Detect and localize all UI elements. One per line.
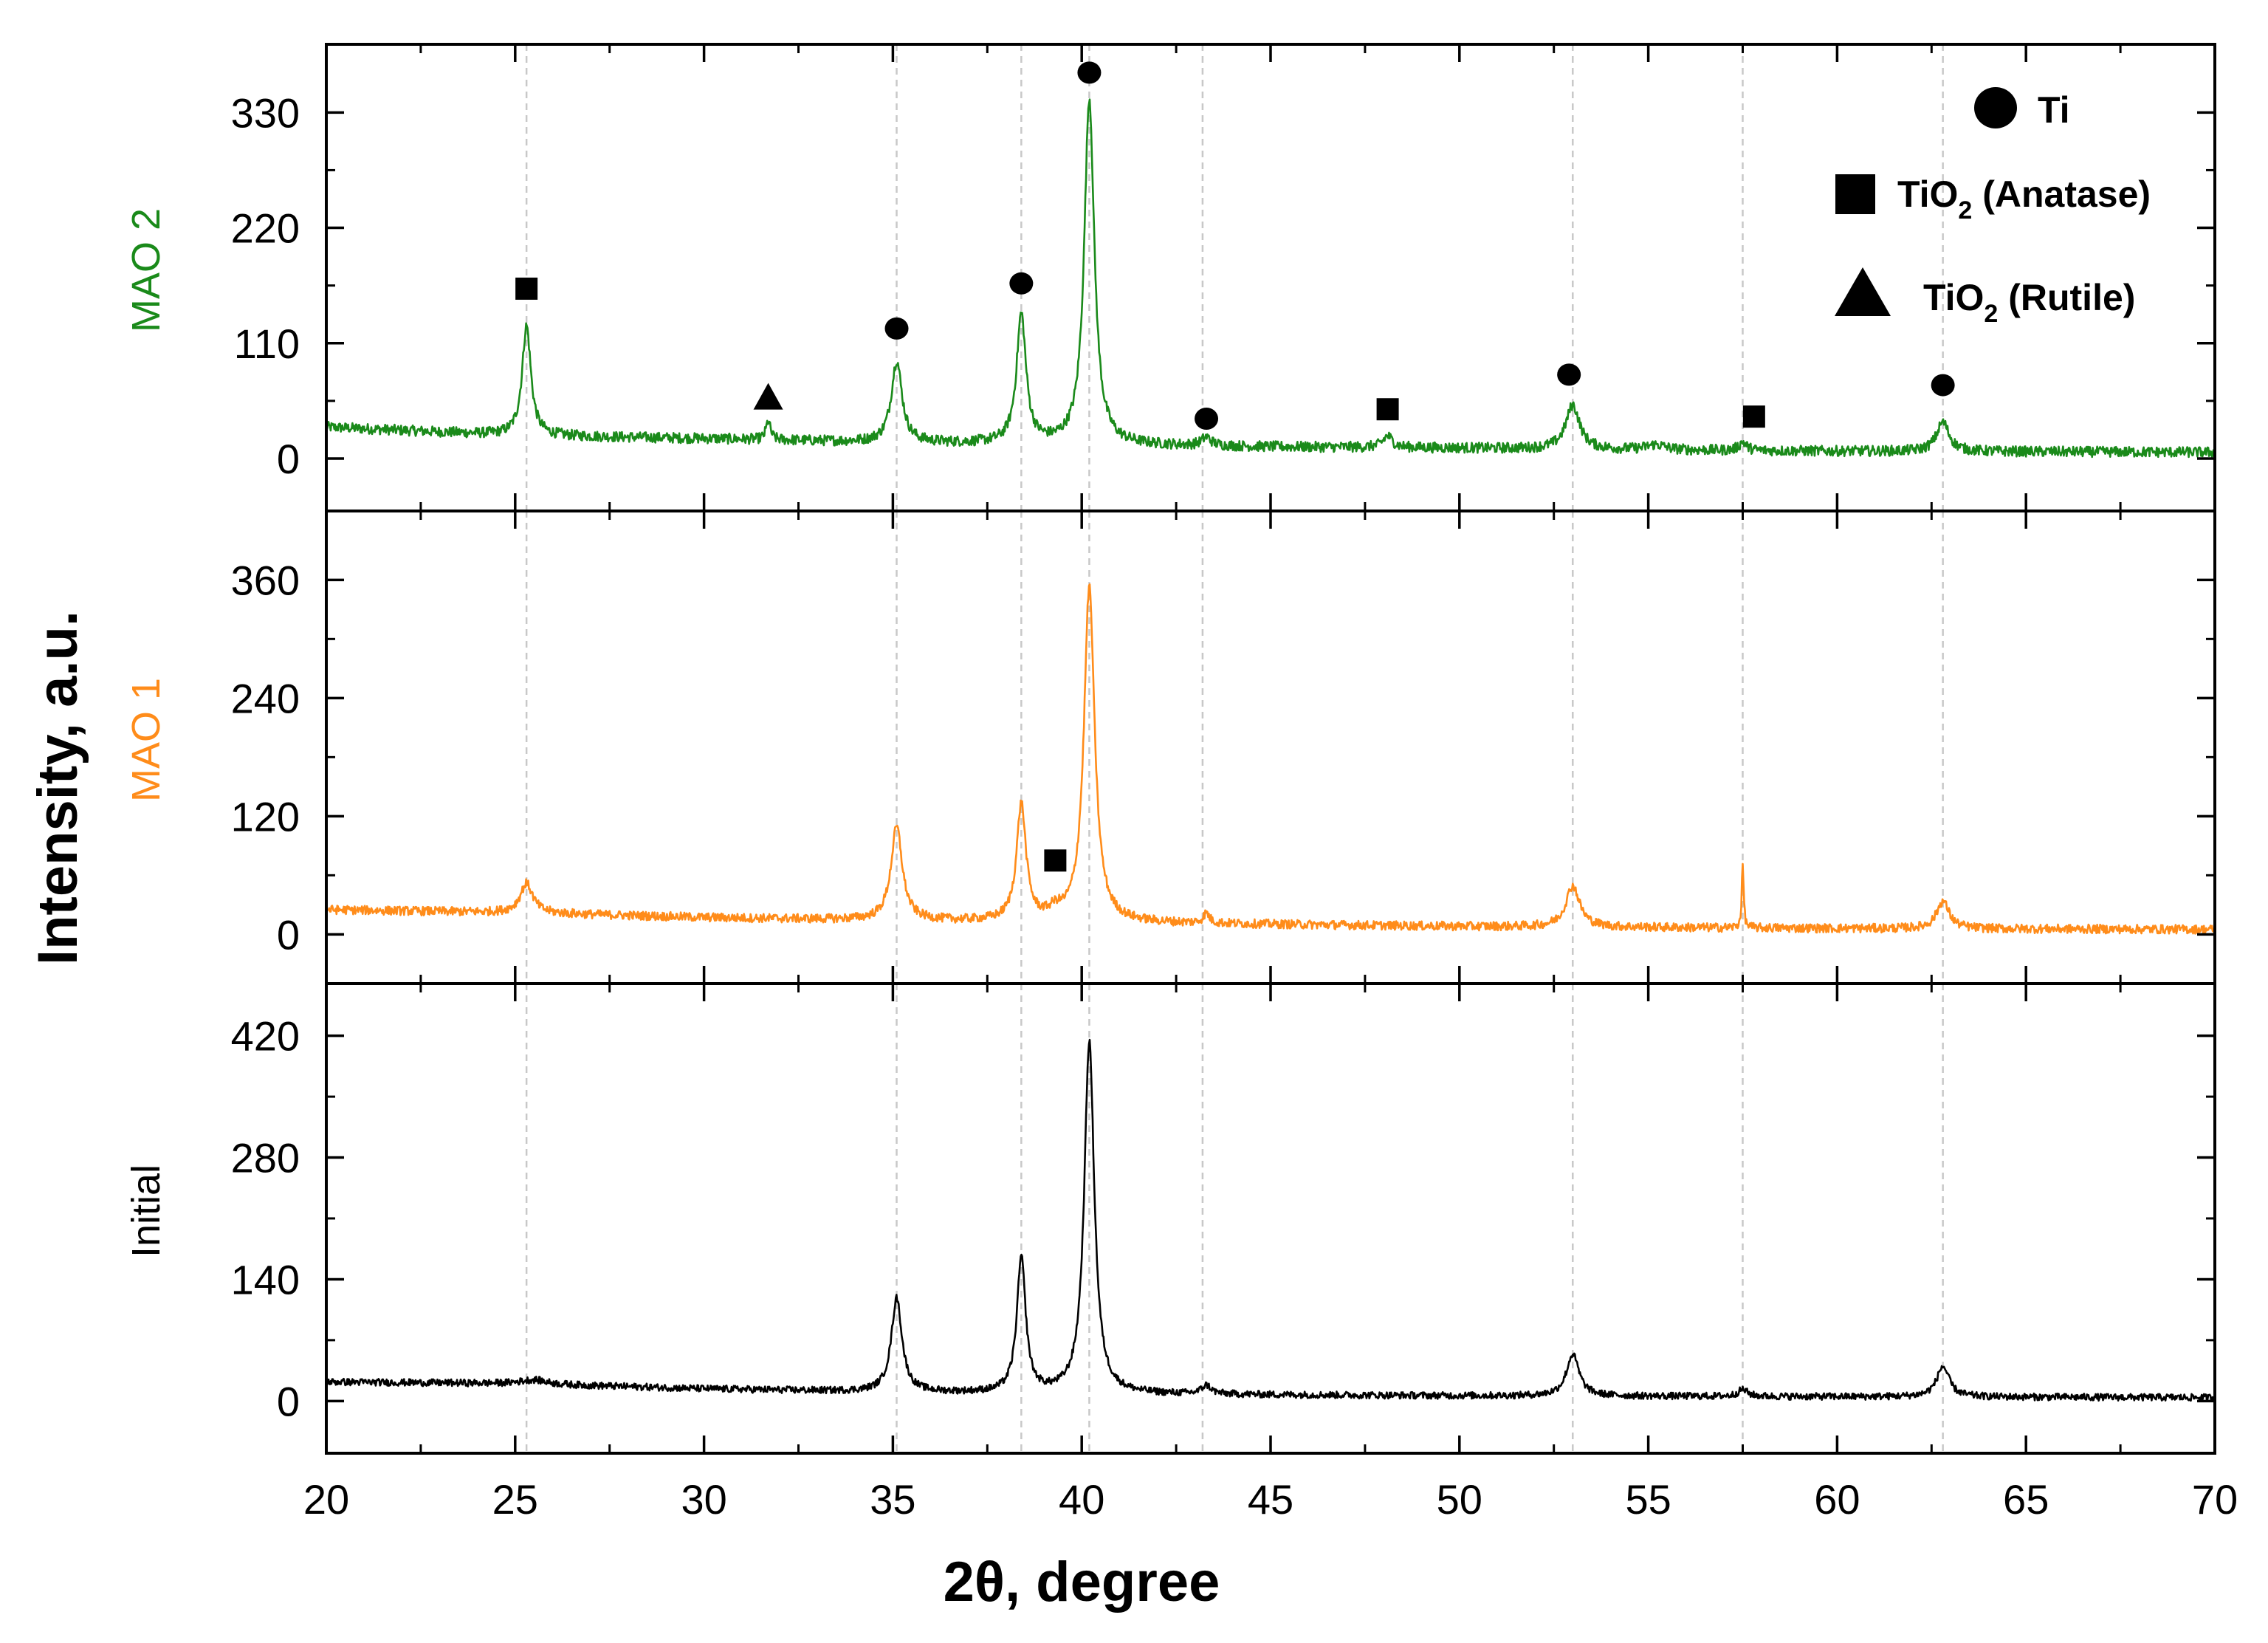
spectrum-line: [325, 1038, 2216, 1402]
legend-triangle-icon: [1835, 267, 1891, 316]
y-tick-label: 280: [231, 1135, 300, 1181]
y-tick-label: 120: [231, 793, 300, 840]
ti-circle-marker: [1931, 374, 1955, 397]
x-tick-label: 30: [681, 1476, 726, 1523]
legend-entry-triangle: TiO2 (Rutile): [1835, 267, 2135, 328]
x-tick-label: 60: [1814, 1476, 1860, 1523]
legend-entry-square: TiO2 (Anatase): [1835, 174, 2151, 224]
anatase-square-marker: [1742, 405, 1765, 428]
spectrum-line: [325, 583, 2216, 935]
panel-label: Initial: [124, 1164, 168, 1258]
x-tick-label: 70: [2192, 1476, 2238, 1523]
panel-initial: 0 140 280 420 Initial: [124, 982, 2216, 1455]
y-tick-label: 0: [277, 436, 300, 482]
panel-label: MAO 1: [124, 678, 168, 802]
anatase-square-marker: [1376, 398, 1399, 421]
y-tick-label: 0: [277, 911, 300, 958]
ti-circle-marker: [884, 317, 909, 340]
plot-layer: 0 110 220 330 MAO 2 0 120 240 360 MAO 1 0 140 280 420…: [124, 43, 2238, 1523]
x-axis-title: 2θ, degree: [944, 1551, 1220, 1613]
x-tick-label: 25: [492, 1476, 538, 1523]
y-tick-label: 110: [234, 320, 300, 367]
legend: Ti TiO2 (Anatase) TiO2 (Rutile): [1835, 87, 2151, 328]
x-tick-label: 45: [1248, 1476, 1293, 1523]
anatase-square-marker: [1044, 849, 1067, 872]
ti-circle-marker: [1077, 61, 1102, 84]
rutile-triangle-marker: [753, 383, 783, 410]
x-tick-label: 35: [870, 1476, 915, 1523]
y-axis-title: Intensity, a.u.: [27, 611, 89, 965]
x-tick-label: 20: [303, 1476, 349, 1523]
ti-circle-marker: [1009, 272, 1034, 295]
y-tick-label: 330: [231, 89, 300, 136]
x-tick-label: 40: [1059, 1476, 1104, 1523]
legend-square-icon: [1835, 174, 1875, 214]
y-tick-label: 140: [231, 1256, 300, 1303]
legend-label: TiO2 (Anatase): [1897, 174, 2151, 224]
x-tick-label: 55: [1625, 1476, 1671, 1523]
legend-entry-circle: Ti: [1974, 87, 2070, 131]
legend-circle-icon: [1974, 87, 2017, 128]
panel-label: MAO 2: [124, 208, 168, 332]
spectrum-line: [325, 98, 2216, 459]
x-tick-label: 50: [1437, 1476, 1482, 1523]
x-tick-label: 65: [2003, 1476, 2049, 1523]
y-tick-label: 220: [231, 205, 300, 252]
legend-label: Ti: [2038, 89, 2070, 131]
legend-label: TiO2 (Rutile): [1923, 277, 2135, 328]
anatase-square-marker: [515, 277, 538, 300]
panel-mao-1: 0 120 240 360 MAO 1: [124, 510, 2216, 985]
y-tick-label: 240: [231, 675, 300, 721]
ti-circle-marker: [1557, 363, 1581, 386]
y-tick-label: 420: [231, 1013, 300, 1060]
ti-circle-marker: [1195, 408, 1219, 431]
y-tick-label: 0: [277, 1378, 300, 1424]
y-tick-label: 360: [231, 557, 300, 603]
